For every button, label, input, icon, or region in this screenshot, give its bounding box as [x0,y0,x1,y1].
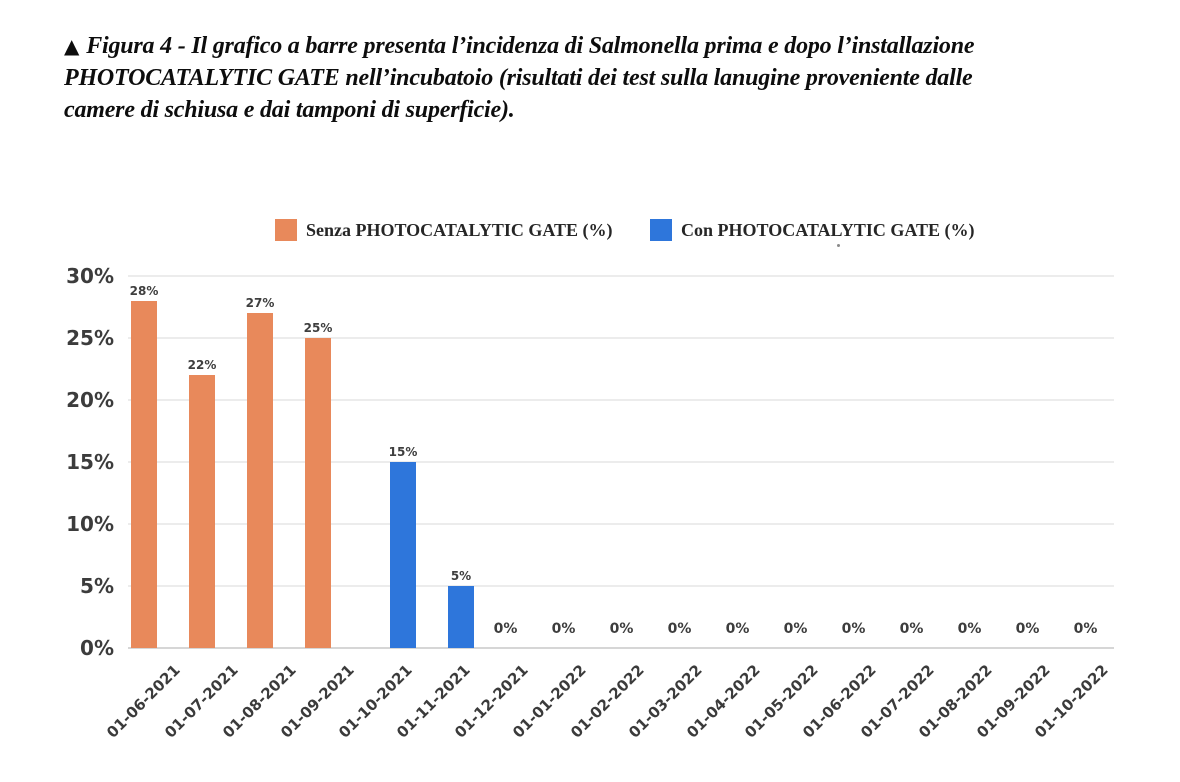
caption-line-3: camere di schiusa e dai tamponi di super… [64,94,1164,126]
y-tick-label: 0% [80,636,114,660]
x-axis-baseline [128,647,1114,649]
caption-line-2: PHOTOCATALYTIC GATE nell’incubatoio (ris… [64,62,1164,94]
zero-value-label: 0% [725,621,750,637]
legend-label-senza: Senza PHOTOCATALYTIC GATE (%) [306,219,613,240]
zero-value-label: 0% [1015,621,1040,637]
y-tick-label: 5% [80,574,114,598]
bar-senza [305,338,331,648]
figure-marker-icon: ▲ [64,34,80,58]
bar-value-label: 25% [303,321,333,335]
zero-value-label: 0% [957,621,982,637]
zero-value-label: 0% [551,621,576,637]
bar-value-label: 27% [245,296,275,311]
y-tick-label: 25% [66,326,114,350]
zero-value-label: 0% [899,621,924,637]
legend-swatch-senza-icon [275,219,297,241]
gridline [128,275,1114,277]
zero-value-label: 0% [609,621,634,637]
bar-value-label: 22% [187,358,217,373]
zero-value-label: 0% [493,621,518,637]
legend-item-con: Con PHOTOCATALYTIC GATE (%) [650,218,975,242]
stray-mark-dot [837,244,840,247]
legend-swatch-con-icon [650,219,672,241]
zero-value-label: 0% [1073,621,1098,637]
bar-value-label: 5% [450,569,472,583]
gridline [128,399,1114,401]
figure-caption: ▲ Figura 4 - Il grafico a barre presenta … [64,30,1164,126]
caption-text-3: camere di schiusa e dai tamponi di super… [64,97,515,123]
gridline [128,585,1114,587]
bar-con [390,462,416,648]
y-tick-label: 20% [66,388,114,412]
zero-value-label: 0% [783,621,808,637]
y-tick-label: 15% [66,450,114,474]
y-tick-label: 30% [66,264,114,288]
y-tick-label: 10% [66,512,114,536]
bar-senza [247,313,273,648]
bar-value-label: 15% [388,445,418,459]
gridline [128,337,1114,339]
legend-label-con: Con PHOTOCATALYTIC GATE (%) [681,219,975,240]
bar-senza [131,300,157,648]
zero-value-label: 0% [841,621,866,637]
zero-value-label: 0% [667,621,692,637]
legend-item-senza: Senza PHOTOCATALYTIC GATE (%) [275,218,613,242]
bar-senza [189,375,215,648]
caption-text-1: Figura 4 - Il grafico a barre presenta l… [86,33,975,59]
bar-con [448,586,474,648]
bar-value-label: 28% [129,283,159,298]
gridline [128,461,1114,463]
caption-text-2: PHOTOCATALYTIC GATE nell’incubatoio (ris… [64,65,973,91]
gridline [128,523,1114,525]
caption-line-1: ▲ Figura 4 - Il grafico a barre presenta … [64,30,1164,62]
